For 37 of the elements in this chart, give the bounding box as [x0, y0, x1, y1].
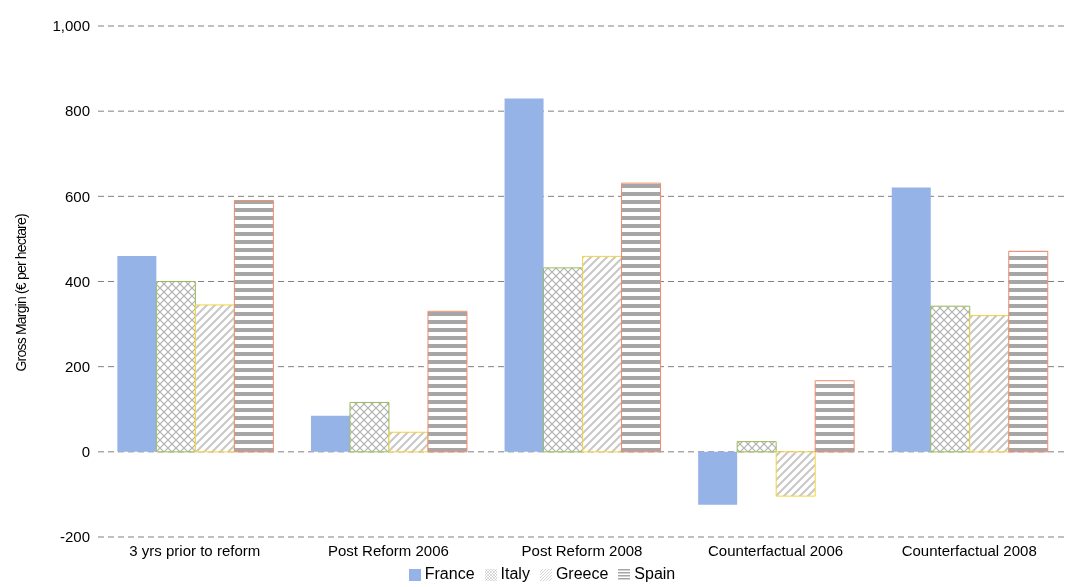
bar	[775, 451, 816, 497]
bar	[621, 182, 662, 453]
bar	[814, 380, 855, 453]
bar	[194, 304, 235, 453]
y-tick-label: 600	[64, 187, 90, 205]
bar	[388, 431, 429, 453]
y-tick-label: 800	[64, 102, 90, 120]
legend-label: Greece	[555, 565, 609, 582]
legend-label: Italy	[500, 565, 530, 582]
bar	[117, 255, 157, 452]
x-tick-label: 3 yrs prior to reform	[129, 541, 261, 559]
bar	[155, 281, 196, 453]
bar	[349, 401, 390, 453]
bar	[969, 315, 1010, 453]
y-tick-label: 0	[81, 443, 90, 461]
bar	[698, 451, 738, 505]
bar	[310, 415, 350, 452]
bar	[504, 98, 544, 452]
y-tick-label: 1,000	[52, 17, 90, 35]
bar	[736, 441, 777, 453]
bar	[891, 187, 931, 452]
x-tick-label: Post Reform 2008	[521, 541, 643, 559]
bar	[543, 267, 584, 453]
bar	[1008, 250, 1049, 453]
bar	[582, 255, 623, 453]
x-tick-label: Counterfactual 2008	[901, 541, 1037, 559]
y-tick-label: -200	[59, 528, 90, 546]
y-tick-label: 200	[64, 357, 90, 375]
bar	[427, 310, 468, 453]
x-tick-label: Post Reform 2006	[327, 541, 449, 559]
y-tick-label: 400	[64, 272, 90, 290]
legend-label: France	[424, 565, 475, 582]
bar	[233, 200, 274, 453]
legend-label: Spain	[634, 565, 676, 582]
bar	[930, 305, 971, 453]
x-tick-label: Counterfactual 2006	[708, 541, 844, 559]
y-axis-title: Gross Margin (€ per hectare)	[12, 214, 29, 372]
